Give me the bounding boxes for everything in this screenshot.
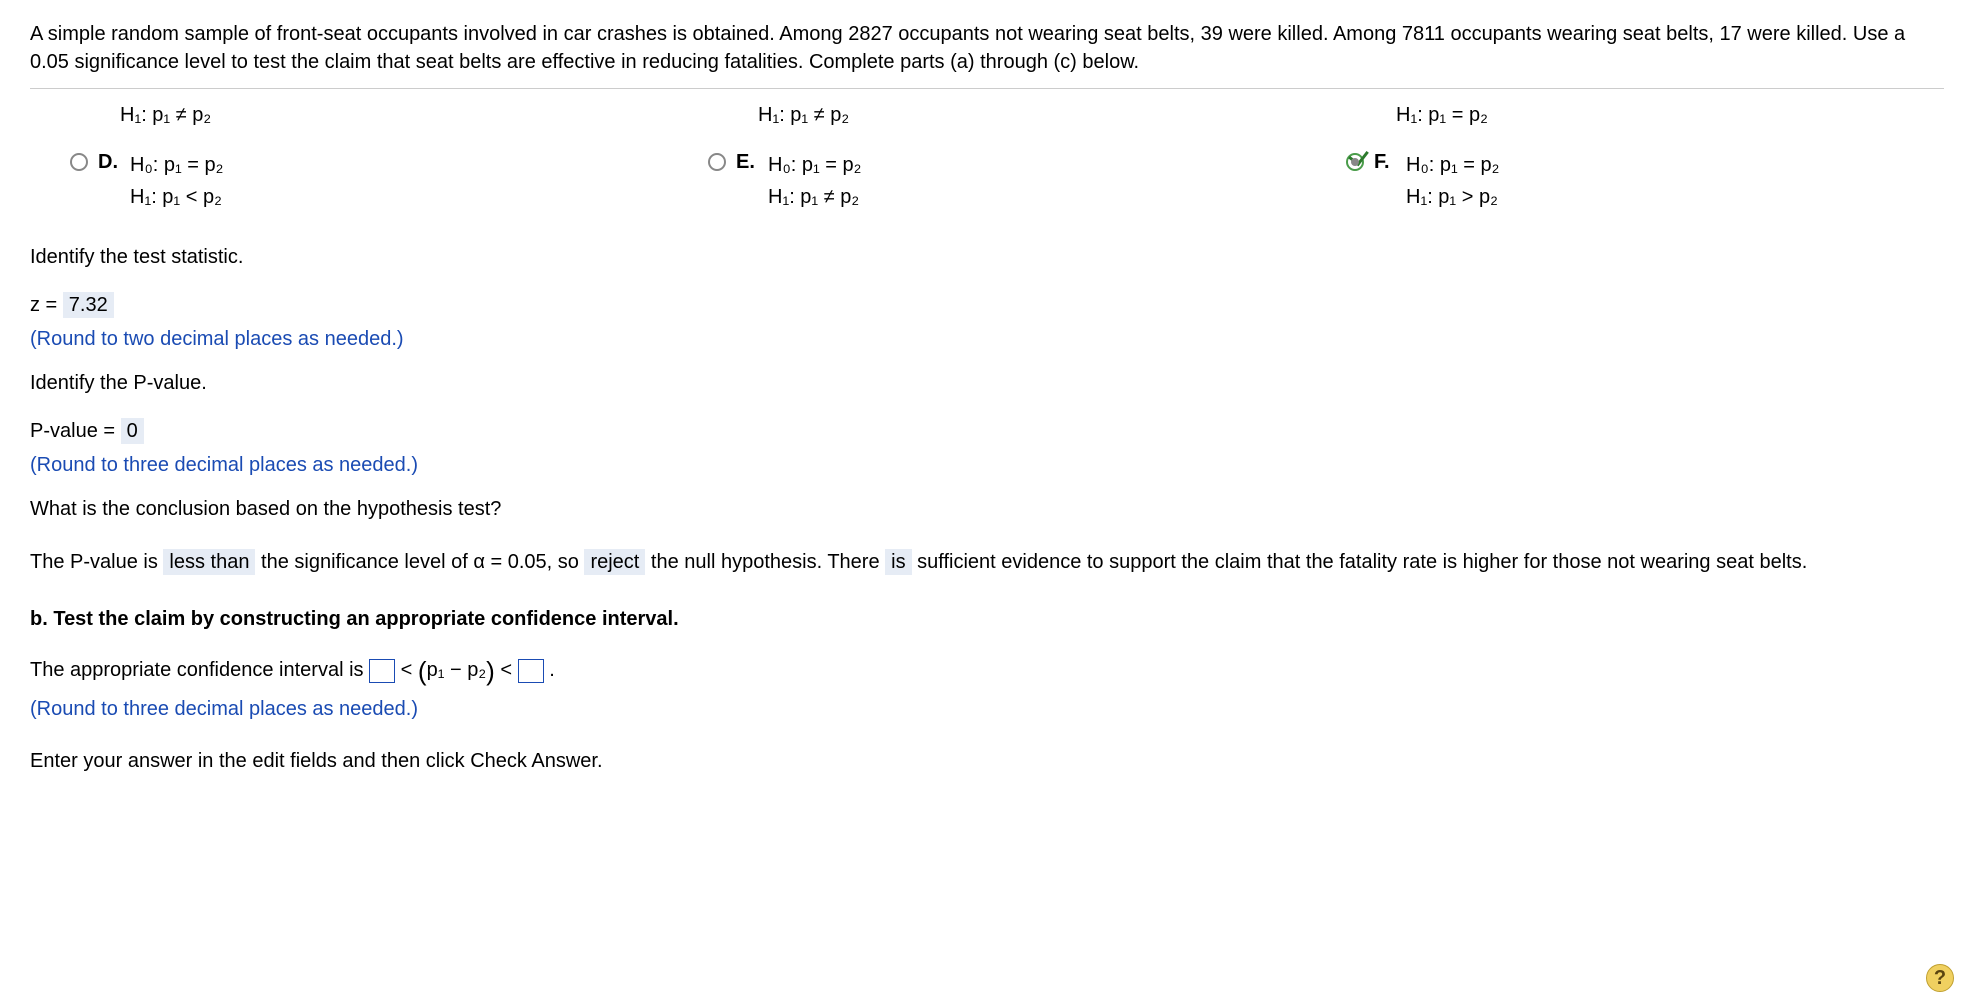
ci-dot: . (549, 659, 555, 681)
ci-paren-close: ) (486, 656, 495, 686)
opt-c-h1: H₁: p₁ = p₂ (1396, 99, 1488, 131)
ci-hint: (Round to three decimal places as needed… (30, 695, 1944, 723)
hypothesis-row-prev: H₁: p₁ ≠ p₂ H₁: p₁ ≠ p₂ H₁: p₁ = p₂ (30, 99, 1944, 131)
radio-e[interactable] (708, 153, 726, 171)
q-pvalue: Identify the P-value. (30, 369, 1944, 397)
part-b-label: b. Test the claim by constructing an app… (30, 605, 1944, 633)
option-f[interactable]: F. H₀: p₁ = p₂ H₁: p₁ > p₂ (1306, 149, 1944, 213)
problem-statement: A simple random sample of front-seat occ… (30, 20, 1944, 76)
p-label: P-value = (30, 420, 121, 442)
radio-d[interactable] (70, 153, 88, 171)
z-value[interactable]: 7.32 (63, 292, 114, 318)
z-hint: (Round to two decimal places as needed.) (30, 325, 1944, 353)
ci-upper-input[interactable] (518, 659, 544, 683)
q-conclusion: What is the conclusion based on the hypo… (30, 495, 1944, 523)
option-f-h0: H₀: p₁ = p₂ (1406, 149, 1499, 181)
dropdown-lessthan[interactable]: less than (163, 549, 255, 575)
p-hint: (Round to three decimal places as needed… (30, 451, 1944, 479)
ci-lt1: < (401, 659, 418, 681)
option-d-letter: D. (98, 151, 120, 174)
option-d[interactable]: D. H₀: p₁ = p₂ H₁: p₁ < p₂ (30, 149, 668, 213)
z-label: z = (30, 294, 63, 316)
option-f-h1: H₁: p₁ > p₂ (1406, 181, 1499, 213)
option-d-h1: H₁: p₁ < p₂ (130, 181, 223, 213)
divider (30, 88, 1944, 89)
opt-a-h1: H₁: p₁ ≠ p₂ (120, 99, 211, 131)
option-e[interactable]: E. H₀: p₁ = p₂ H₁: p₁ ≠ p₂ (668, 149, 1306, 213)
q-test-statistic: Identify the test statistic. (30, 243, 1944, 271)
concl-t4: sufficient evidence to support the claim… (917, 551, 1807, 573)
footer-instruction: Enter your answer in the edit fields and… (30, 747, 1944, 775)
ci-lower-input[interactable] (369, 659, 395, 683)
radio-f[interactable] (1346, 153, 1364, 171)
ci-lt2: < (500, 659, 517, 681)
option-d-h0: H₀: p₁ = p₂ (130, 149, 223, 181)
option-e-h1: H₁: p₁ ≠ p₂ (768, 181, 861, 213)
ci-paren-open: ( (418, 656, 427, 686)
ci-line: The appropriate confidence interval is <… (30, 653, 1944, 723)
option-e-h0: H₀: p₁ = p₂ (768, 149, 861, 181)
concl-t1: The P-value is (30, 551, 163, 573)
option-f-letter: F. (1374, 151, 1396, 174)
p-value[interactable]: 0 (121, 418, 144, 444)
concl-t3: the null hypothesis. There (651, 551, 885, 573)
conclusion-text: The P-value is less than the significanc… (30, 543, 1944, 581)
ci-t1: The appropriate confidence interval is (30, 659, 369, 681)
opt-b-h1: H₁: p₁ ≠ p₂ (758, 99, 849, 131)
dropdown-is[interactable]: is (885, 549, 911, 575)
dropdown-reject[interactable]: reject (584, 549, 645, 575)
help-icon[interactable]: ? (1926, 964, 1954, 992)
hypothesis-row-def: D. H₀: p₁ = p₂ H₁: p₁ < p₂ E. H₀: p₁ = p… (30, 149, 1944, 213)
concl-t2: the significance level of α = 0.05, so (261, 551, 584, 573)
option-e-letter: E. (736, 151, 758, 174)
ci-mid: p₁ − p₂ (427, 659, 487, 681)
